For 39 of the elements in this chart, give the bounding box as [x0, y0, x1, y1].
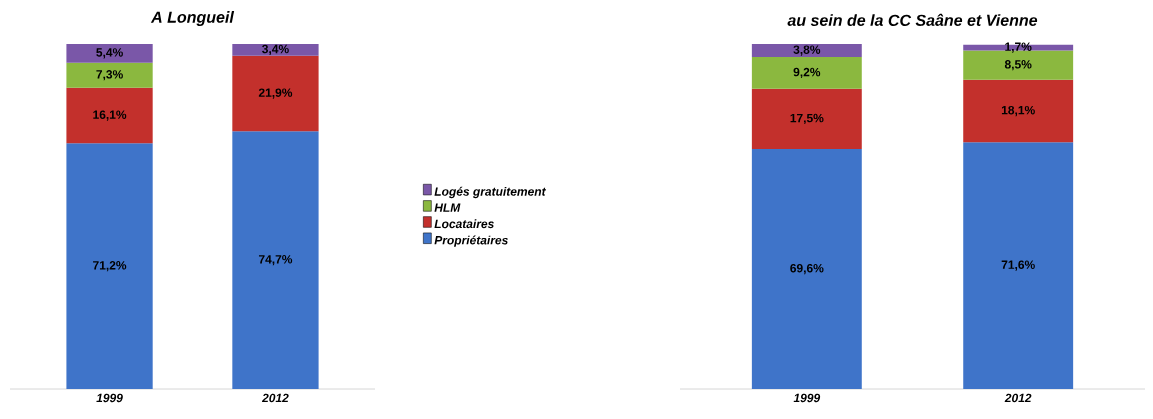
bar: [751, 149, 862, 389]
bar: [66, 143, 153, 389]
bar: [963, 79, 1074, 143]
legend-label: Locataires: [434, 219, 494, 229]
bar: [963, 142, 1074, 389]
bar: [66, 44, 153, 63]
bar: [66, 62, 153, 88]
data-label: 71,2%: [93, 261, 127, 272]
bar: [232, 55, 319, 132]
data-label: 5,4%: [96, 48, 123, 59]
data-label: 17,5%: [790, 113, 824, 125]
data-label: 74,7%: [258, 255, 293, 266]
data-label: 21,9%: [258, 88, 293, 99]
chart-title: au sein de la CC Saâne et Vienne: [787, 13, 1038, 26]
chart-title: A Longueil: [150, 11, 235, 26]
x-tick-label: 2012: [261, 393, 289, 403]
bar: [232, 131, 319, 389]
bar: [751, 88, 862, 150]
data-label: 1,7%: [1005, 42, 1032, 53]
data-label: 69,6%: [790, 263, 824, 275]
bar: [751, 57, 862, 89]
data-label: 3,8%: [793, 45, 821, 56]
bar: [66, 87, 153, 144]
data-label: 3,4%: [262, 44, 289, 55]
bar: [232, 44, 319, 56]
data-label: 71,6%: [1001, 260, 1035, 271]
bar: [963, 44, 1074, 51]
x-tick-label: 1999: [96, 393, 123, 403]
bar: [751, 44, 862, 58]
legend-label: Logés gratuitement: [434, 186, 547, 199]
data-label: 9,2%: [793, 67, 821, 79]
data-label: 7,3%: [96, 70, 123, 81]
legend-label: Propriétaires: [434, 235, 508, 247]
legend-label: HLM: [434, 203, 461, 212]
data-label: 16,1%: [93, 110, 127, 121]
data-label: 8,5%: [1004, 60, 1032, 71]
x-tick-label: 2012: [1004, 393, 1032, 403]
x-tick-label: 1999: [793, 393, 821, 403]
data-label: 18,1%: [1001, 105, 1035, 117]
